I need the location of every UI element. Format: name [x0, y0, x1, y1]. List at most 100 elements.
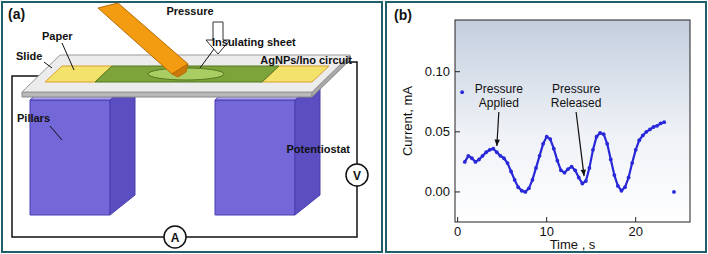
data-point	[474, 160, 478, 164]
data-point	[598, 131, 602, 135]
data-point	[591, 148, 595, 152]
leader-line	[62, 43, 74, 70]
data-point	[527, 186, 531, 190]
data-point	[552, 147, 556, 151]
data-point	[498, 154, 502, 158]
data-point	[623, 185, 627, 189]
data-point	[672, 190, 676, 194]
data-point	[612, 173, 616, 177]
y-tick	[455, 191, 460, 192]
data-point	[466, 154, 470, 158]
y-tick	[455, 71, 460, 72]
data-point	[577, 176, 581, 180]
data-point	[627, 176, 631, 180]
x-tick-label: 0	[454, 224, 461, 239]
data-point	[509, 170, 513, 174]
annotation: PressureReleased	[551, 82, 602, 110]
data-point	[506, 161, 510, 165]
meter-label: A	[171, 231, 180, 245]
data-point	[463, 160, 467, 164]
data-point	[563, 171, 567, 175]
data-point	[470, 156, 474, 160]
data-point	[555, 159, 559, 163]
data-point	[652, 125, 656, 129]
y-tick-label: 0.05	[425, 124, 450, 139]
diagram-label: Insulating sheet	[212, 36, 296, 48]
leader-line	[50, 126, 62, 140]
slide-edge	[22, 92, 312, 97]
annotation: PressureApplied	[475, 82, 523, 110]
data-point	[659, 122, 663, 126]
wire	[12, 76, 164, 237]
pillar-side	[110, 78, 135, 215]
annotation-arrowhead	[494, 139, 499, 146]
data-point	[634, 148, 638, 152]
y-tick-label: 0.00	[425, 184, 450, 199]
pillar-front	[215, 100, 295, 215]
data-point	[605, 142, 609, 146]
leader-line	[44, 62, 52, 68]
data-point	[648, 128, 652, 132]
panel-a: A V Pressure PaperSlide Insulating sheet AgNP…	[2, 2, 382, 252]
data-point	[588, 166, 592, 170]
data-point	[570, 165, 574, 169]
plot-area	[455, 20, 690, 222]
meter	[346, 164, 368, 186]
data-point	[580, 182, 584, 186]
data-point	[548, 137, 552, 141]
data-point	[584, 179, 588, 183]
data-point	[541, 142, 545, 146]
data-point	[644, 130, 648, 134]
data-point	[516, 185, 520, 189]
data-point	[616, 184, 620, 188]
meter-label: V	[353, 169, 361, 183]
panel-frame	[2, 2, 382, 252]
panel-frame	[386, 2, 706, 252]
data-point	[545, 135, 549, 139]
diagram-label: Pillars	[17, 112, 50, 124]
data-point	[655, 124, 659, 128]
x-tick	[546, 217, 547, 222]
x-tick	[635, 217, 636, 222]
data-point	[520, 189, 524, 193]
data-point	[637, 138, 641, 142]
data-point	[531, 178, 535, 182]
data-point	[538, 154, 542, 158]
data-point	[559, 168, 563, 172]
leader-line	[200, 49, 214, 68]
data-point	[630, 161, 634, 165]
data-point	[484, 150, 488, 154]
data-point	[609, 158, 613, 162]
panel-b: (b)0.000.050.1001020Time , sCurrent, mAP…	[386, 2, 706, 252]
data-point	[502, 156, 506, 160]
y-tick	[455, 131, 460, 132]
diagram-label: Slide	[16, 50, 42, 62]
data-group	[460, 90, 676, 194]
diagram-label: Potentiostat	[286, 143, 350, 155]
diagram-label: Paper	[42, 30, 73, 42]
meter	[164, 226, 186, 248]
x-tick-label: 20	[628, 224, 642, 239]
panel-label: (b)	[394, 7, 412, 23]
data-point	[566, 167, 570, 171]
data-point	[573, 168, 577, 172]
probe-tip	[172, 64, 188, 77]
data-point	[641, 134, 645, 138]
x-axis-title: Time , s	[550, 237, 596, 252]
data-point	[481, 154, 485, 158]
x-tick	[457, 217, 458, 222]
data-point	[662, 120, 666, 124]
data-point	[460, 90, 464, 94]
data-point	[602, 132, 606, 136]
panel-label: (a)	[8, 6, 25, 22]
annotation-arrow	[576, 112, 584, 176]
data-point	[534, 166, 538, 170]
y-axis-title: Current, mA	[400, 86, 415, 156]
y-tick-label: 0.10	[425, 64, 450, 79]
diagram-label: AgNPs/Ino circuit	[260, 54, 352, 66]
data-point	[488, 148, 492, 152]
annotation-arrowhead	[581, 169, 586, 176]
data-point	[491, 147, 495, 151]
data-point	[620, 189, 624, 193]
diagram-label: Pressure	[166, 5, 213, 17]
